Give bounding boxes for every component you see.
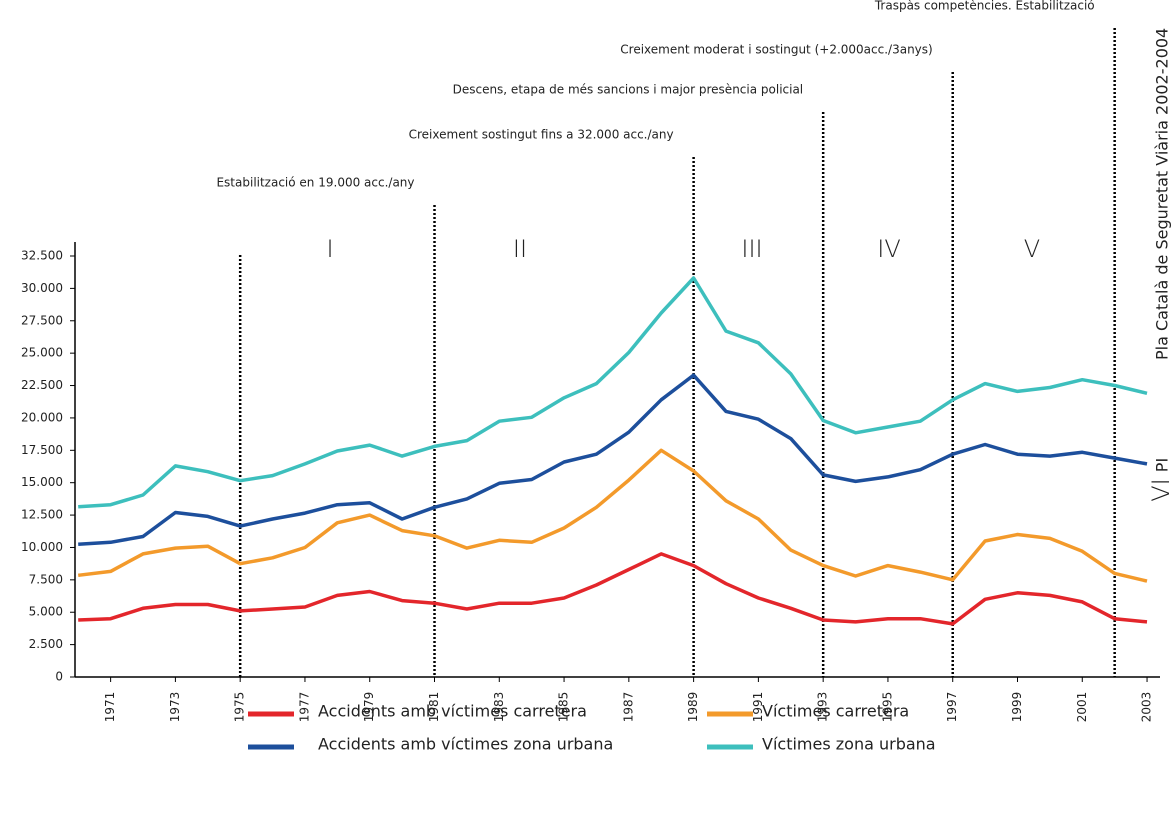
- x-tick-label: 1995: [880, 692, 894, 723]
- x-tick-label: 1991: [751, 692, 765, 723]
- x-tick-label: 2001: [1075, 692, 1089, 723]
- x-tick-label: 1983: [492, 692, 506, 723]
- period-label: V: [1024, 235, 1040, 263]
- x-tick-label: 1973: [168, 692, 182, 723]
- x-tick-label: 1987: [621, 692, 635, 723]
- x-tick-label: 1971: [103, 692, 117, 723]
- x-tick-label: 1981: [427, 692, 441, 723]
- y-tick-label: 5.000: [29, 605, 63, 619]
- y-tick-label: 17.500: [21, 443, 63, 457]
- y-tick-label: 32.500: [21, 249, 63, 263]
- annotation: Estabilització en 19.000 acc./any: [216, 176, 414, 190]
- x-tick-label: 1975: [233, 692, 247, 723]
- y-tick-label: 2.500: [29, 637, 63, 651]
- legend-label: Accidents amb víctimes zona urbana: [318, 735, 613, 754]
- side-label: Pla Català de Seguretat Viària 2002-2004: [1153, 28, 1172, 360]
- period-label: II: [513, 235, 527, 263]
- annotation: Descens, etapa de més sancions i major p…: [453, 83, 804, 97]
- annotation: Traspàs competències. Estabilització: [874, 0, 1095, 13]
- period-label: VI: [1147, 478, 1174, 502]
- legend-label: Víctimes carretera: [762, 702, 909, 721]
- annotation: Creixement sostingut fins a 32.000 acc./…: [409, 128, 674, 142]
- x-tick-label: 2003: [1140, 692, 1154, 723]
- y-tick-label: 12.500: [21, 508, 63, 522]
- side-label: PI: [1153, 458, 1172, 472]
- period-label: I: [326, 235, 333, 263]
- period-label: III: [741, 235, 762, 263]
- y-tick-label: 27.500: [21, 313, 63, 327]
- x-tick-label: 1977: [297, 692, 311, 723]
- y-tick-label: 22.500: [21, 378, 63, 392]
- period-label: IV: [877, 235, 901, 263]
- series-line: [78, 373, 1148, 546]
- x-tick-label: 1997: [945, 692, 959, 723]
- x-tick-label: 1979: [362, 692, 376, 723]
- annotation: Creixement moderat i sostingut (+2.000ac…: [620, 43, 932, 57]
- x-tick-label: 1985: [557, 692, 571, 723]
- x-tick-label: 1999: [1010, 692, 1024, 723]
- series-line: [78, 276, 1148, 509]
- legend-label: Víctimes zona urbana: [762, 735, 936, 754]
- series-line: [78, 552, 1148, 626]
- y-tick-label: 20.000: [21, 410, 63, 424]
- y-tick-label: 15.000: [21, 475, 63, 489]
- series-line: [77, 448, 1148, 583]
- legend-label: Accidents amb víctimes carretera: [318, 702, 587, 721]
- y-tick-label: 30.000: [21, 281, 63, 295]
- y-tick-label: 25.000: [21, 346, 63, 360]
- x-tick-label: 1993: [816, 692, 830, 723]
- y-tick-label: 0: [55, 670, 63, 684]
- x-tick-label: 1989: [686, 692, 700, 723]
- y-tick-label: 10.000: [21, 540, 63, 554]
- y-tick-label: 7.500: [29, 572, 63, 586]
